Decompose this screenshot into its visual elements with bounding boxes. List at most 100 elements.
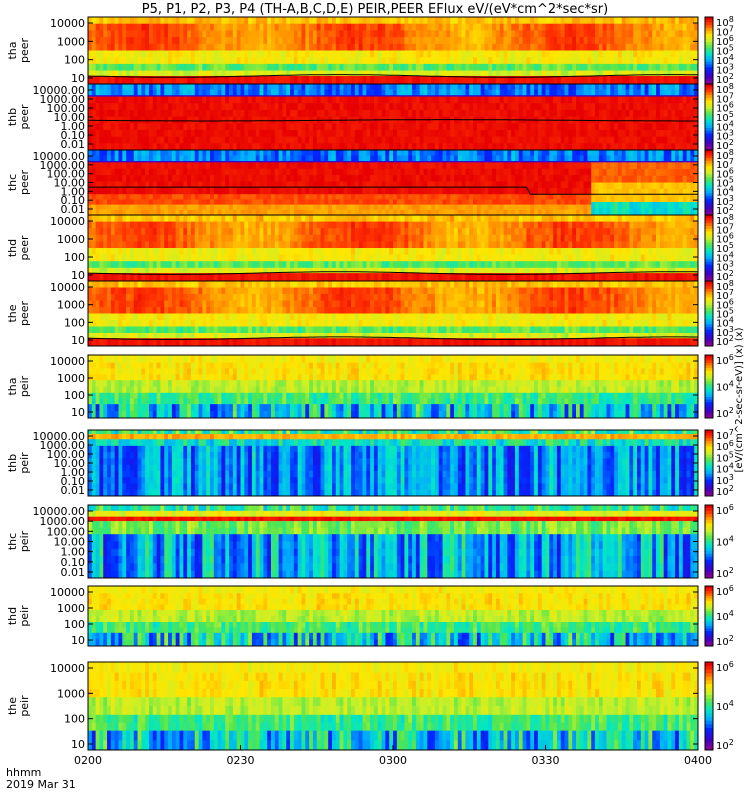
spectrogram-cell — [271, 130, 275, 137]
spectrogram-cell — [195, 64, 199, 71]
spectrogram-cell — [519, 17, 523, 24]
spectrogram-cell — [629, 90, 633, 96]
spectrogram-cell — [141, 64, 145, 71]
spectrogram-cell — [309, 103, 313, 110]
spectrogram-cell — [115, 162, 119, 169]
spectrogram-cell — [332, 90, 336, 96]
spectrogram-cell — [526, 57, 530, 64]
spectrogram-cell — [302, 150, 306, 156]
spectrogram-cell — [275, 162, 279, 169]
spectrogram-cell — [244, 24, 248, 31]
spectrogram-cell — [401, 64, 405, 71]
spectrogram-cell — [298, 44, 302, 51]
spectrogram-cell — [389, 169, 393, 176]
spectrogram-cell — [664, 71, 668, 77]
spectrogram-cell — [309, 110, 313, 117]
spectrogram-cell — [488, 24, 492, 31]
spectrogram-cell — [652, 103, 656, 110]
spectrogram-cell — [199, 175, 203, 182]
spectrogram-cell — [469, 162, 473, 169]
spectrogram-cell — [641, 57, 645, 64]
spectrogram-cell — [534, 71, 538, 77]
spectrogram-cell — [298, 17, 302, 24]
spectrogram-cell — [119, 130, 123, 137]
spectrogram-cell — [542, 162, 546, 169]
spectrogram-cell — [424, 150, 428, 156]
spectrogram-cell — [309, 57, 313, 64]
spectrogram-cell — [317, 37, 321, 44]
spectrogram-cell — [328, 188, 332, 195]
spectrogram-cell — [469, 188, 473, 195]
spectrogram-cell — [103, 150, 107, 156]
spectrogram-cell — [477, 37, 481, 44]
spectrogram-cell — [336, 150, 340, 156]
spectrogram-cell — [260, 162, 264, 169]
spectrogram-cell — [382, 103, 386, 110]
spectrogram-cell — [523, 199, 527, 205]
spectrogram-cell — [587, 71, 591, 77]
spectrogram-cell — [233, 156, 237, 162]
spectrogram-cell — [458, 137, 462, 144]
spectrogram-cell — [633, 137, 637, 144]
spectrogram-cell — [366, 97, 370, 104]
spectrogram-cell — [561, 188, 565, 195]
spectrogram-cell — [385, 17, 389, 24]
spectrogram-cell — [469, 90, 473, 96]
spectrogram-cell — [260, 51, 264, 58]
spectrogram-cell — [622, 137, 626, 144]
spectrogram-cell — [546, 51, 550, 58]
spectrogram-cell — [614, 57, 618, 64]
spectrogram-cell — [282, 57, 286, 64]
colorbar-segment — [705, 134, 713, 137]
spectrogram-cell — [446, 199, 450, 205]
spectrogram-cell — [435, 103, 439, 110]
spectrogram-cell — [565, 143, 569, 150]
spectrogram-cell — [282, 199, 286, 205]
spectrogram-cell — [374, 188, 378, 195]
spectrogram-cell — [279, 162, 283, 169]
spectrogram-cell — [256, 76, 260, 84]
spectrogram-cell — [443, 30, 447, 37]
spectrogram-cell — [465, 110, 469, 117]
spectrogram-cell — [210, 150, 214, 156]
spectrogram-cell — [401, 137, 405, 144]
spectrogram-cell — [313, 103, 317, 110]
spectrogram-cell — [195, 199, 199, 205]
spectrogram-cell — [397, 143, 401, 150]
spectrogram-cell — [302, 37, 306, 44]
spectrogram-cell — [534, 137, 538, 144]
spectrogram-cell — [687, 97, 691, 104]
spectrogram-cell — [366, 143, 370, 150]
spectrogram-cell — [546, 90, 550, 96]
spectrogram-cell — [92, 76, 96, 84]
spectrogram-cell — [462, 44, 466, 51]
spectrogram-cell — [393, 97, 397, 104]
spectrogram-cell — [507, 162, 511, 169]
spectrogram-cell — [637, 44, 641, 51]
spectrogram-cell — [565, 199, 569, 205]
spectrogram-cell — [168, 71, 172, 77]
spectrogram-cell — [191, 37, 195, 44]
spectrogram-cell — [584, 90, 588, 96]
spectrogram-cell — [614, 130, 618, 137]
spectrogram-cell — [164, 110, 168, 117]
spectrogram-cell — [241, 30, 245, 37]
spectrogram-cell — [565, 76, 569, 84]
spectrogram-cell — [439, 84, 443, 90]
spectrogram-cell — [157, 103, 161, 110]
spectrogram-cell — [221, 51, 225, 58]
spectrogram-cell — [130, 110, 134, 117]
spectrogram-cell — [526, 123, 530, 130]
spectrogram-cell — [664, 44, 668, 51]
spectrogram-cell — [332, 130, 336, 137]
spectrogram-cell — [511, 143, 515, 150]
spectrogram-cell — [252, 137, 256, 144]
spectrogram-cell — [99, 44, 103, 51]
spectrogram-cell — [244, 137, 248, 144]
spectrogram-cell — [157, 57, 161, 64]
spectrogram-cell — [675, 110, 679, 117]
spectrogram-cell — [404, 57, 408, 64]
spectrogram-cell — [435, 57, 439, 64]
spectrogram-cell — [488, 137, 492, 144]
spectrogram-cell — [119, 150, 123, 156]
